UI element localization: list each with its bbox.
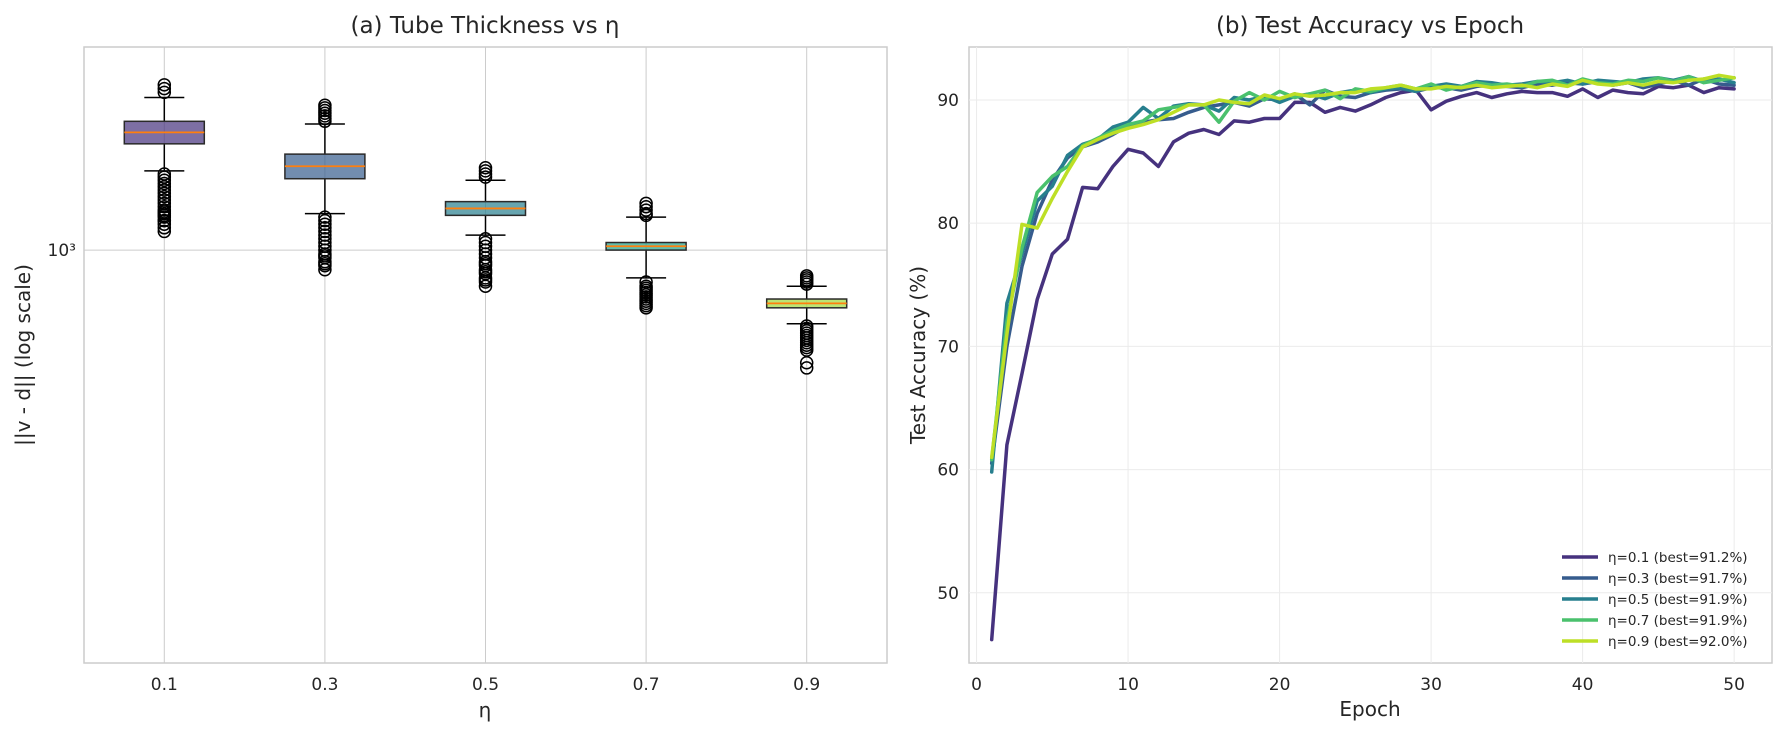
outlier-point [799,319,814,333]
outlier-point [318,217,332,231]
outlier-point [478,164,493,178]
box-plot-panel: 0.1 0.3 0.5 0.7 0.9 10³ (a) Tube Thickness vs… [11,13,888,722]
ticks-b: 0 10 20 30 40 50 50 60 70 80 90 [937,91,1745,695]
outlier-point [318,213,332,228]
y-tick-label: 10³ [48,241,76,261]
outlier-point [318,221,332,235]
outlier-point [318,249,332,263]
outlier-point [157,167,172,181]
outlier-point [157,179,172,194]
outlier-point [639,203,653,217]
outlier-point [639,206,653,221]
x-axis-label-b: Epoch [1339,697,1400,721]
outlier-point [478,232,493,246]
outlier-point [318,239,332,254]
y-tick-label: 50 [937,584,959,604]
chart-title-b: (b) Test Accuracy vs Epoch [1216,13,1524,39]
legend-label: η=0.9 (best=92.0%) [1608,634,1748,650]
outlier-point [478,273,493,287]
outlier-point [318,210,332,224]
legend-label: η=0.5 (best=91.9%) [1608,592,1748,608]
box-0.3 [284,98,366,277]
y-axis-label-a: ||v - d|| (log scale) [11,264,35,446]
x-tick-label: 10 [1117,675,1139,695]
x-tick-label: 0.9 [793,675,820,695]
series-line-4 [989,73,1736,460]
box-0.9 [765,269,848,375]
plot-area-b [968,46,1773,664]
outlier-point [157,183,172,197]
x-axis-label-a: η [479,698,492,722]
outlier-point [478,264,493,279]
y-tick-label: 80 [937,214,959,234]
outlier-point [478,256,493,271]
outlier-point [157,208,172,223]
line-chart-panel: 0 10 20 30 40 50 50 60 70 80 90 η=0.1 (best=91.2%)… [906,13,1773,721]
outlier-point [799,269,814,283]
outlier-point [639,285,653,300]
y-tick-label: 60 [937,461,959,481]
outlier-point [478,161,493,175]
outlier-point [157,176,172,191]
outlier-point [318,232,332,246]
boxes [123,78,848,375]
x-tick-label: 0.7 [633,675,660,695]
legend-label: η=0.3 (best=91.7%) [1608,571,1748,587]
outlier-point [157,173,172,188]
grid-b [969,47,1772,663]
outlier-point [318,228,332,242]
outlier-point [639,298,653,313]
outlier-point [318,235,332,250]
outlier-point [157,189,172,204]
outlier-point [157,170,172,184]
y-axis-label-b: Test Accuracy (%) [906,266,930,445]
legend: η=0.1 (best=91.2%) η=0.3 (best=91.7%) η=0.… [1562,550,1748,650]
y-tick-label: 90 [937,91,959,111]
outlier-point [318,224,332,239]
outlier-point [157,85,172,100]
outlier-point [639,294,653,308]
outlier-point [639,199,653,214]
outlier-point [639,275,653,289]
box-0.5 [444,161,527,293]
outlier-point [157,224,172,239]
legend-label: η=0.1 (best=91.2%) [1608,550,1748,566]
outlier-point [157,213,172,228]
outlier-point [157,81,172,96]
outlier-point [478,167,493,181]
outlier-point [478,170,493,184]
x-tick-label: 0.1 [151,675,178,695]
x-tick-label: 50 [1723,675,1745,695]
box-0.1 [123,78,206,239]
x-tick-label: 20 [1269,675,1291,695]
outlier-point [478,235,493,250]
outlier-point [157,186,172,201]
y-tick-label: 70 [937,337,959,357]
x-tick-label: 30 [1420,675,1442,695]
outlier-point [799,361,814,375]
outlier-point [639,290,653,304]
ticks-a: 0.1 0.3 0.5 0.7 0.9 10³ [48,241,821,695]
outlier-point [639,196,653,211]
box-0.7 [605,196,687,315]
outlier-point [639,281,653,296]
x-tick-label: 0.5 [472,675,499,695]
chart-title-a: (a) Tube Thickness vs η [350,13,619,39]
outlier-point [799,356,814,370]
x-tick-label: 0.3 [311,675,338,695]
outlier-point [318,256,332,271]
x-tick-label: 0 [971,675,982,695]
series-line-0 [989,83,1736,642]
series-lines [989,73,1736,642]
legend-label: η=0.7 (best=91.9%) [1608,613,1748,629]
outlier-point [157,199,172,214]
outlier-point [157,78,172,92]
outlier-point [157,205,172,219]
x-tick-label: 40 [1572,675,1594,695]
outlier-point [318,98,332,113]
outlier-point [478,239,493,254]
